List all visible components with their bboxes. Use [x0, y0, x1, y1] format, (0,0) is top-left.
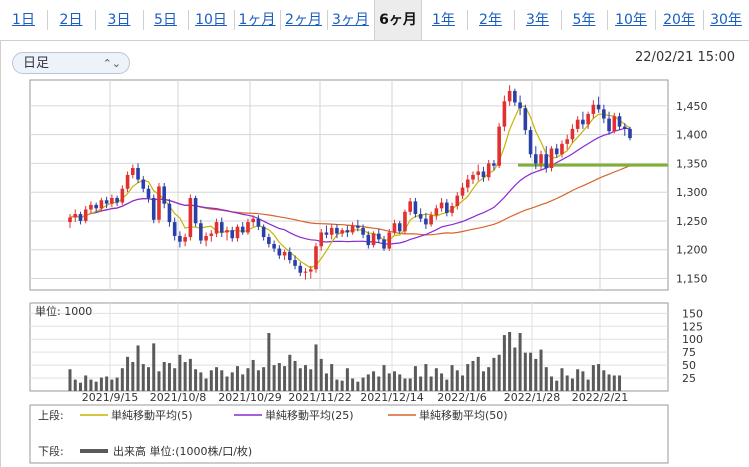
tab-separator — [467, 10, 468, 30]
period-tabs: 1日 2日 3日 5日 10日 1ヶ月 2ヶ月 3ヶ月 6ヶ月 1年 2年 3年 5年 10年 20年 30年 — [0, 0, 749, 40]
tab-1年[interactable]: 1年 — [432, 12, 455, 28]
tab-10年[interactable]: 10年 — [615, 12, 647, 28]
tab-separator — [188, 10, 189, 30]
tab-separator — [47, 10, 48, 30]
chevron-updown-icon: ⌃⌄ — [102, 57, 121, 70]
tab-2ヶ月[interactable]: 2ヶ月 — [285, 12, 322, 28]
tab-separator — [514, 10, 515, 30]
tab-2日[interactable]: 2日 — [59, 12, 83, 28]
chart-panel — [0, 40, 749, 467]
tab-6ヶ月[interactable]: 6ヶ月 — [374, 0, 422, 40]
tab-separator — [327, 10, 328, 30]
tab-1ヶ月[interactable]: 1ヶ月 — [238, 12, 276, 28]
tab-5日[interactable]: 5日 — [154, 12, 177, 28]
tab-30年[interactable]: 30年 — [710, 12, 742, 28]
tab-separator — [234, 10, 235, 30]
tab-10日[interactable]: 10日 — [195, 12, 227, 28]
tab-separator — [703, 10, 704, 30]
tab-separator — [143, 10, 144, 30]
tab-1日[interactable]: 1日 — [12, 12, 35, 28]
tab-separator — [280, 10, 281, 30]
candle-period-select[interactable]: 日足 ⌃⌄ — [12, 52, 130, 74]
tab-3日[interactable]: 3日 — [107, 12, 131, 28]
tab-3ヶ月[interactable]: 3ヶ月 — [332, 12, 369, 28]
tab-3年[interactable]: 3年 — [526, 12, 549, 28]
candle-period-value: 日足 — [23, 56, 50, 71]
tab-20年[interactable]: 20年 — [663, 12, 695, 28]
chart-datetime: 22/02/21 15:00 — [635, 50, 735, 65]
tab-separator — [95, 10, 96, 30]
tab-separator — [607, 10, 608, 30]
tab-separator — [561, 10, 562, 30]
tab-5年[interactable]: 5年 — [572, 12, 596, 28]
tab-2年[interactable]: 2年 — [479, 12, 502, 28]
tab-separator — [655, 10, 656, 30]
